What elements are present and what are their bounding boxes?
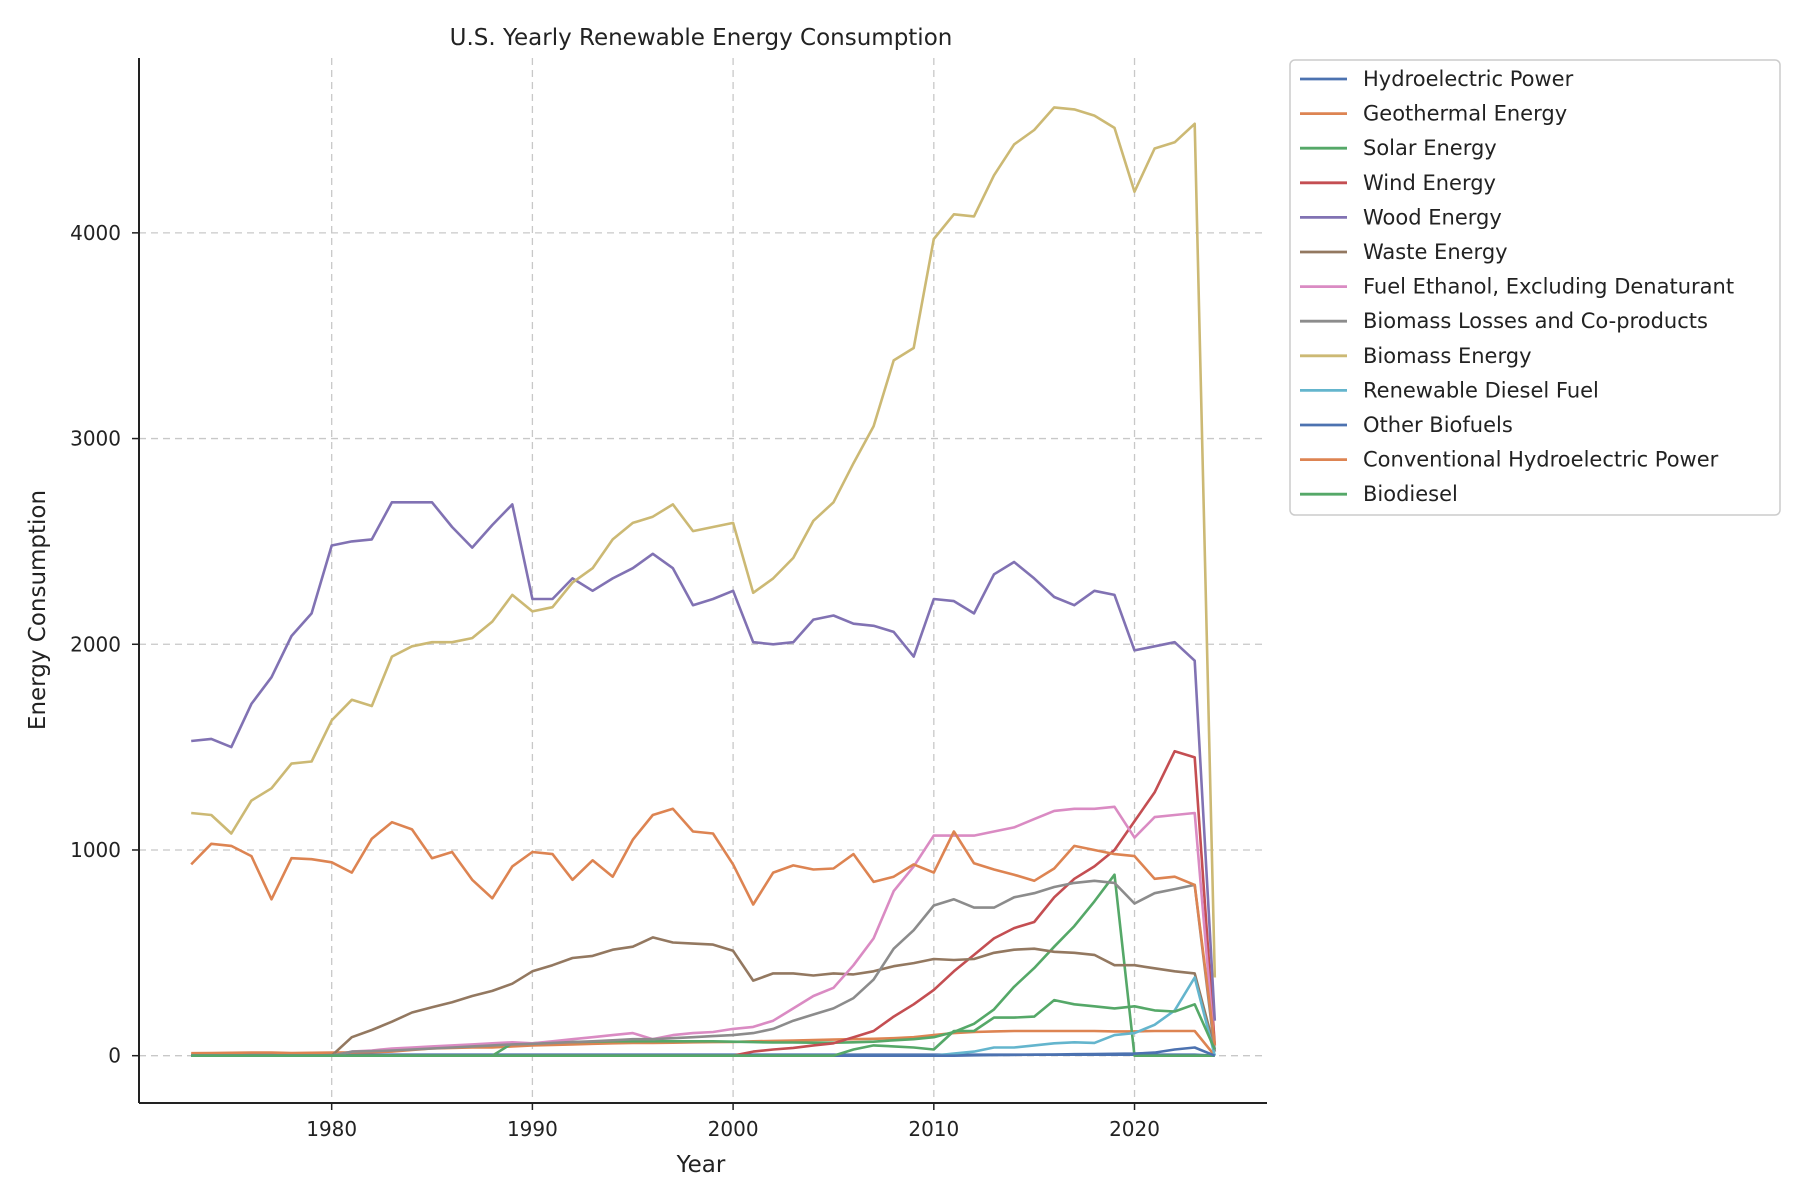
series-line-6 <box>191 936 1217 1057</box>
legend-label: Waste Energy <box>1363 240 1508 264</box>
y-tick-label: 0 <box>108 1044 121 1068</box>
x-tick-label: 2010 <box>908 1117 959 1141</box>
legend-label: Geothermal Energy <box>1363 102 1567 126</box>
legend: Hydroelectric Power Geothermal Energy Sola… <box>1289 59 1781 516</box>
legend-label: Fuel Ethanol, Excluding Denaturant <box>1363 275 1734 299</box>
legend-label: Wood Energy <box>1363 205 1502 229</box>
legend-label: Wind Energy <box>1363 171 1496 195</box>
y-tick-label: 2000 <box>70 632 121 656</box>
series-line-5 <box>191 500 1217 1021</box>
legend-label: Conventional Hydroelectric Power <box>1363 448 1719 472</box>
y-axis-ticks: 0 1000 2000 3000 4000 <box>70 221 139 1068</box>
legend-label: Other Biofuels <box>1363 413 1513 437</box>
legend-label: Hydroelectric Power <box>1363 67 1574 91</box>
x-tick-label: 1990 <box>507 1117 558 1141</box>
legend-label: Biomass Losses and Co-products <box>1363 309 1708 333</box>
series-lines <box>190 106 1217 1057</box>
series-line-9 <box>191 106 1217 978</box>
series-line-4 <box>191 749 1217 1057</box>
axes <box>138 58 1267 1104</box>
x-tick-label: 2000 <box>708 1117 759 1141</box>
chart-title: U.S. Yearly Renewable Energy Consumption <box>450 25 953 51</box>
x-axis-label: Year <box>676 1152 726 1178</box>
legend-frame <box>1289 59 1781 516</box>
series-line-8 <box>191 879 1217 1057</box>
y-axis-label: Energy Consumption <box>25 490 51 730</box>
series-line-3 <box>191 873 1215 1057</box>
series-line-12 <box>190 807 1217 1046</box>
series-line-7 <box>191 805 1217 1057</box>
legend-label: Renewable Diesel Fuel <box>1363 378 1599 402</box>
series-line-13 <box>191 998 1216 1057</box>
y-tick-label: 4000 <box>70 221 121 245</box>
legend-label: Biomass Energy <box>1363 344 1532 368</box>
x-tick-label: 2020 <box>1109 1117 1160 1141</box>
legend-label: Biodiesel <box>1363 482 1458 506</box>
x-axis-ticks: 1980 1990 2000 2010 2020 <box>306 1103 1160 1141</box>
x-tick-label: 1980 <box>306 1117 357 1141</box>
legend-label: Solar Energy <box>1363 136 1497 160</box>
gridlines <box>139 58 1267 1103</box>
y-tick-label: 3000 <box>70 427 121 451</box>
y-tick-label: 1000 <box>70 838 121 862</box>
